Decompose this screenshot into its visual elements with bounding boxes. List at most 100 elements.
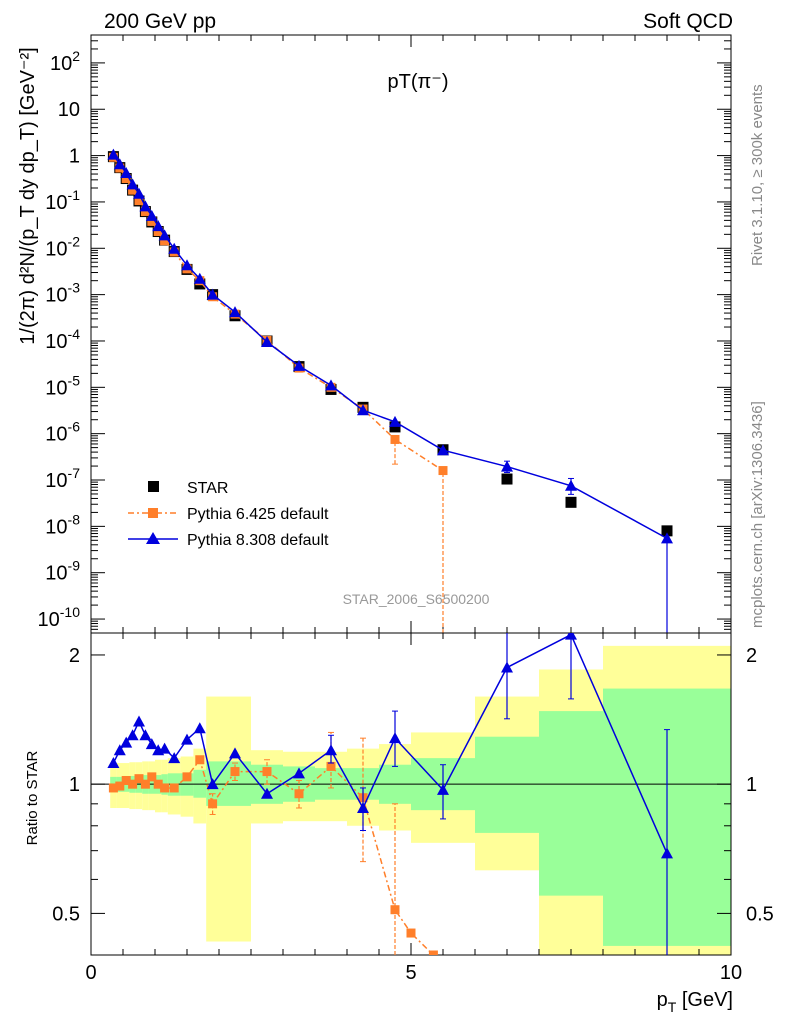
x-tick-label: 10 — [720, 962, 742, 984]
rivet-label: Rivet 3.1.10, ≥ 300k events — [749, 84, 766, 266]
ratio-pythia8-point — [437, 783, 449, 795]
ratio-pythia6-point — [160, 783, 170, 793]
pythia6-point — [121, 174, 131, 184]
pythia8-point — [293, 359, 305, 371]
ratio-y-tick-label-right: 2 — [746, 645, 757, 667]
ratio-pythia8-point — [229, 747, 241, 759]
main-y-tick-label: 10-4 — [45, 326, 80, 353]
chart-title: pT(π⁻) — [387, 71, 448, 93]
main-ylabel: 1/(2π) d²N/(p_T dy dp_T) [GeV⁻²] — [17, 47, 39, 344]
pythia8-point — [158, 229, 171, 241]
pythia8-point — [193, 272, 206, 284]
ratio-pythia6-point — [326, 761, 336, 771]
band-outer-bin — [206, 696, 219, 942]
ratio-pythia8-point — [107, 757, 120, 769]
pythia8-point — [661, 532, 673, 544]
main-panel-axes: 10-10 10-9 10-8 10-7 10-6 10-5 10-4 10-3 10-2 10-… — [38, 34, 732, 634]
ratio-y-tick-label-right: 1 — [746, 774, 757, 796]
ratio-pythia8-point — [139, 729, 152, 741]
pythia6-point — [153, 227, 163, 237]
ratio-pythia8-point — [501, 661, 513, 673]
ratio-pythia6-point — [182, 772, 192, 782]
x-tick-label: 5 — [405, 962, 416, 984]
main-y-tick-label: 10-1 — [45, 187, 80, 214]
legend-marker-pythia6 — [148, 508, 158, 518]
ratio-pythia6-point — [428, 950, 438, 955]
main-y-tick-label: 10-10 — [38, 604, 81, 631]
pythia8-point — [565, 479, 577, 491]
pythia8-point — [126, 178, 139, 190]
star-point — [661, 525, 673, 537]
ratio-pythia8-point — [565, 633, 577, 640]
ratio-pythia8-point — [325, 744, 337, 756]
main-y-tick-label: 1 — [69, 146, 80, 168]
ratio-y-tick-label: 0.5 — [52, 903, 80, 925]
legend-marker-star — [148, 481, 159, 492]
pythia8-point — [501, 460, 513, 472]
header-right: Soft QCD — [643, 10, 733, 33]
pythia8-point — [113, 158, 126, 170]
pythia6-point — [160, 236, 170, 246]
main-y-tick-label: 10-2 — [45, 233, 80, 260]
pythia8-point — [325, 379, 337, 391]
ratio-pythia6-point — [108, 783, 118, 793]
x-axis-title: pT [GeV] — [657, 989, 733, 1015]
ratio-pythia8-point — [145, 738, 158, 750]
pythia6-point — [147, 216, 157, 226]
ratio-pythia6-point — [406, 928, 416, 938]
main-y-tick-label: 10-6 — [45, 419, 80, 446]
pythia8-point — [145, 209, 158, 221]
ratio-pythia8-point — [389, 732, 401, 744]
ratio-pythia8-point — [133, 715, 145, 727]
ratio-pythia8-point — [206, 778, 219, 790]
ratio-pythia6-point — [169, 783, 179, 793]
ratio-pythia8-point — [661, 847, 673, 859]
ratio-pythia6-point — [195, 755, 205, 765]
main-panel-series — [107, 148, 673, 633]
ratio-y-tick-label: 2 — [69, 645, 80, 667]
ratio-pythia6-point — [121, 775, 131, 785]
ratio-pythia8-point — [120, 736, 133, 748]
pythia8-point — [261, 336, 273, 348]
ratio-pythia6-point — [208, 799, 218, 809]
legend-label-star: STAR — [187, 480, 228, 497]
ratio-panel-bands — [110, 645, 731, 955]
ratio-pythia6-point — [153, 779, 163, 789]
ratio-ylabel: Ratio to STAR — [24, 750, 41, 845]
pythia8-point — [181, 259, 193, 271]
legend-label-pythia8: Pythia 8.308 default — [187, 532, 329, 549]
main-y-tick-label: 10 — [58, 99, 80, 121]
ratio-pythia8-point — [193, 722, 206, 734]
ratio-pythia8-point — [126, 729, 139, 741]
pythia6-point — [438, 466, 448, 476]
ratio-pythia6-point — [230, 767, 240, 777]
header-left: 200 GeV pp — [104, 10, 216, 33]
star-point — [501, 473, 513, 485]
main-y-tick-label: 10-9 — [45, 558, 80, 585]
ratio-pythia6-point — [128, 779, 138, 789]
pythia8-point — [389, 415, 401, 427]
main-y-tick-label: 102 — [50, 48, 80, 75]
ratio-pythia8-point — [357, 802, 369, 814]
star-point — [389, 421, 401, 433]
ratio-pythia6-point — [115, 781, 125, 791]
legend-marker-pythia8 — [146, 532, 160, 544]
ratio-pythia8-point — [113, 744, 126, 756]
ratio-pythia8-point — [168, 752, 181, 764]
ratio-pythia6-point — [294, 789, 304, 799]
legend: STAR Pythia 6.425 default Pythia 8.308 d… — [128, 480, 329, 549]
pythia6-point — [140, 207, 150, 217]
ratio-pythia6-point — [134, 774, 144, 784]
pythia6-point — [128, 185, 138, 195]
main-y-tick-label: 10-5 — [45, 372, 80, 399]
pythia8-point — [206, 288, 219, 300]
ratio-panel-series — [107, 633, 673, 955]
ratio-pythia8-point — [293, 767, 305, 779]
ratio-pythia6-point — [140, 779, 150, 789]
legend-label-pythia6: Pythia 6.425 default — [187, 506, 329, 523]
mcplots-label: mcplots.cern.ch [arXiv:1306.3436] — [749, 401, 766, 628]
pythia8-point — [120, 167, 133, 179]
main-y-tick-label: 10-3 — [45, 280, 80, 307]
pythia8-point — [437, 444, 449, 456]
